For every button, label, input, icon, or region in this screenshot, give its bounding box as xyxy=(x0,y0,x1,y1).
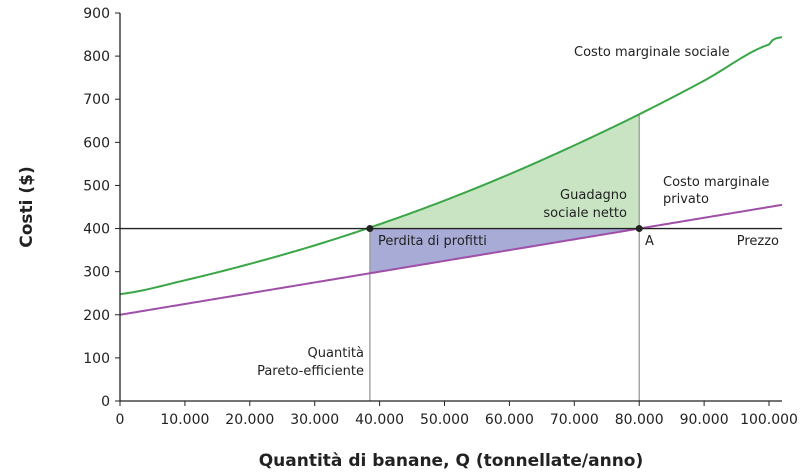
x-tick-label: 90.000 xyxy=(680,412,729,428)
x-tick-label: 40.000 xyxy=(355,412,404,428)
social-gain-area xyxy=(369,114,640,229)
x-tick-label: 50.000 xyxy=(420,412,469,428)
private-mc-label-1: Costo marginale xyxy=(663,175,769,190)
y-tick-label: 100 xyxy=(83,351,110,367)
x-tick-label: 70.000 xyxy=(550,412,599,428)
pareto-label-1: Quantità xyxy=(308,346,364,361)
x-tick-label: 20.000 xyxy=(225,412,274,428)
y-tick-label: 700 xyxy=(83,92,110,108)
y-axis-label: Costi ($) xyxy=(17,166,37,248)
loss-label: Perdita di profitti xyxy=(378,234,487,249)
y-tick-label: 400 xyxy=(83,222,110,238)
y-tick-label: 500 xyxy=(83,178,110,194)
y-tick-label: 200 xyxy=(83,308,110,324)
social-mc-label: Costo marginale sociale xyxy=(574,45,730,60)
x-axis-label: Quantità di banane, Q (tonnellate/anno) xyxy=(259,451,644,471)
private-mc-label-2: privato xyxy=(663,192,709,207)
point-a xyxy=(635,225,643,233)
x-tick-label: 100.000 xyxy=(740,412,798,428)
private-mc-curve xyxy=(119,203,783,316)
y-tick-label: 900 xyxy=(83,6,110,22)
pareto-point xyxy=(366,225,374,233)
gain-label-2: sociale netto xyxy=(543,206,627,221)
y-tick-label: 800 xyxy=(83,49,110,65)
social-mc-curve xyxy=(119,36,783,296)
y-tick-label: 300 xyxy=(83,265,110,281)
price-label: Prezzo xyxy=(737,234,779,249)
x-tick-label: 60.000 xyxy=(485,412,534,428)
gain-label-1: Guadagno xyxy=(560,188,627,203)
point-a-label: A xyxy=(645,234,654,249)
x-tick-label: 80.000 xyxy=(615,412,664,428)
x-tick-label: 30.000 xyxy=(290,412,339,428)
x-tick-label: 10.000 xyxy=(160,412,209,428)
x-tick-label: 0 xyxy=(116,412,125,428)
y-tick-label: 0 xyxy=(101,394,110,410)
pareto-label-2: Pareto-efficiente xyxy=(257,364,364,379)
y-tick-label: 600 xyxy=(83,135,110,151)
